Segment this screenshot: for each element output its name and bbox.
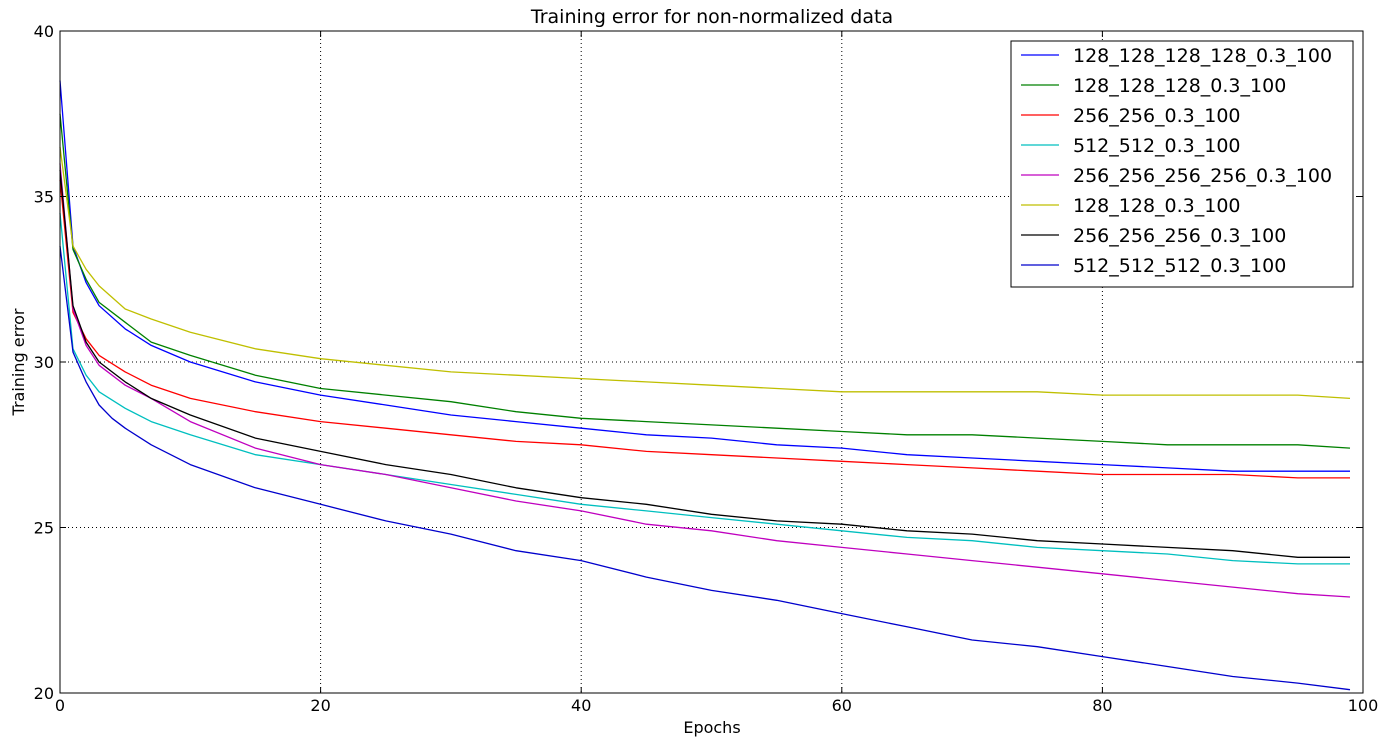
x-tick-label: 80 [1092,696,1112,715]
legend-label: 512_512_512_0.3_100 [1073,255,1286,277]
legend-label: 128_128_128_0.3_100 [1073,75,1286,97]
y-tick-label: 35 [34,188,54,207]
series-line-6 [59,146,1351,400]
chart-title: Training error for non-normalized data [530,6,893,28]
legend: 128_128_128_128_0.3_100 128_128_128_0.3_1… [1010,40,1354,288]
legend-label: 256_256_256_256_0.3_100 [1073,165,1332,187]
y-tick-label: 25 [34,519,54,538]
series-line-8 [59,246,1351,691]
legend-label: 128_128_128_128_0.3_100 [1073,45,1332,67]
x-tick-label: 40 [571,696,591,715]
series-line-5 [59,163,1351,598]
legend-box [1010,40,1354,288]
series-line-3 [59,179,1350,479]
x-tick-label: 60 [832,696,852,715]
x-tick-label: 20 [310,696,330,715]
y-tick-label: 40 [34,22,54,41]
legend-label: 256_256_256_0.3_100 [1073,225,1286,247]
x-axis-label: Epochs [683,718,740,737]
series-line-1 [59,80,1350,472]
y-axis-label: Training error [9,308,28,416]
legend-label: 512_512_0.3_100 [1073,135,1241,157]
plot-lines [59,80,1351,691]
x-tick-label: 100 [1348,696,1379,715]
legend-label: 256_256_0.3_100 [1073,105,1241,127]
y-tick-label: 20 [34,684,54,703]
x-tick-label: 0 [55,696,65,715]
series-line-7 [59,169,1350,558]
series-line-4 [59,213,1350,565]
y-tick-label: 30 [34,353,54,372]
series-line-2 [59,113,1351,449]
legend-label: 128_128_0.3_100 [1073,195,1241,217]
